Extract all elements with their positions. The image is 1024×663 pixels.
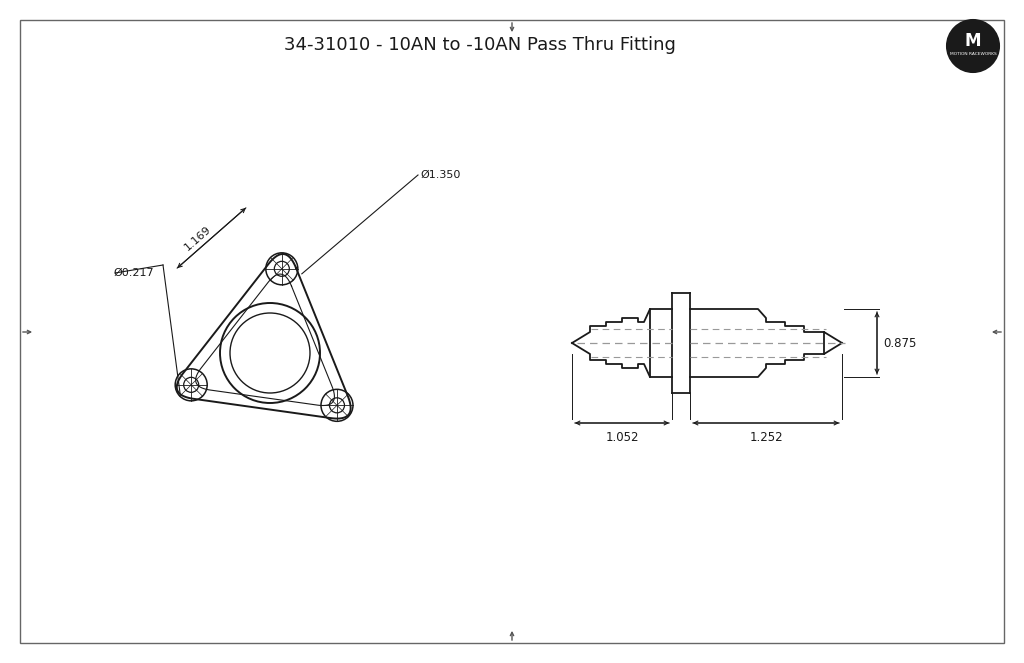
- Text: M: M: [965, 32, 981, 50]
- Text: Ø1.350: Ø1.350: [420, 170, 461, 180]
- Text: 34-31010 - 10AN to -10AN Pass Thru Fitting: 34-31010 - 10AN to -10AN Pass Thru Fitti…: [284, 36, 676, 54]
- Text: 1.252: 1.252: [750, 431, 782, 444]
- Text: 1.052: 1.052: [605, 431, 639, 444]
- Text: 1.169: 1.169: [182, 224, 213, 252]
- Text: MOTION RACEWORKS: MOTION RACEWORKS: [949, 52, 996, 56]
- Text: Ø0.217: Ø0.217: [113, 268, 154, 278]
- Circle shape: [947, 20, 999, 72]
- Text: 0.875: 0.875: [883, 337, 916, 349]
